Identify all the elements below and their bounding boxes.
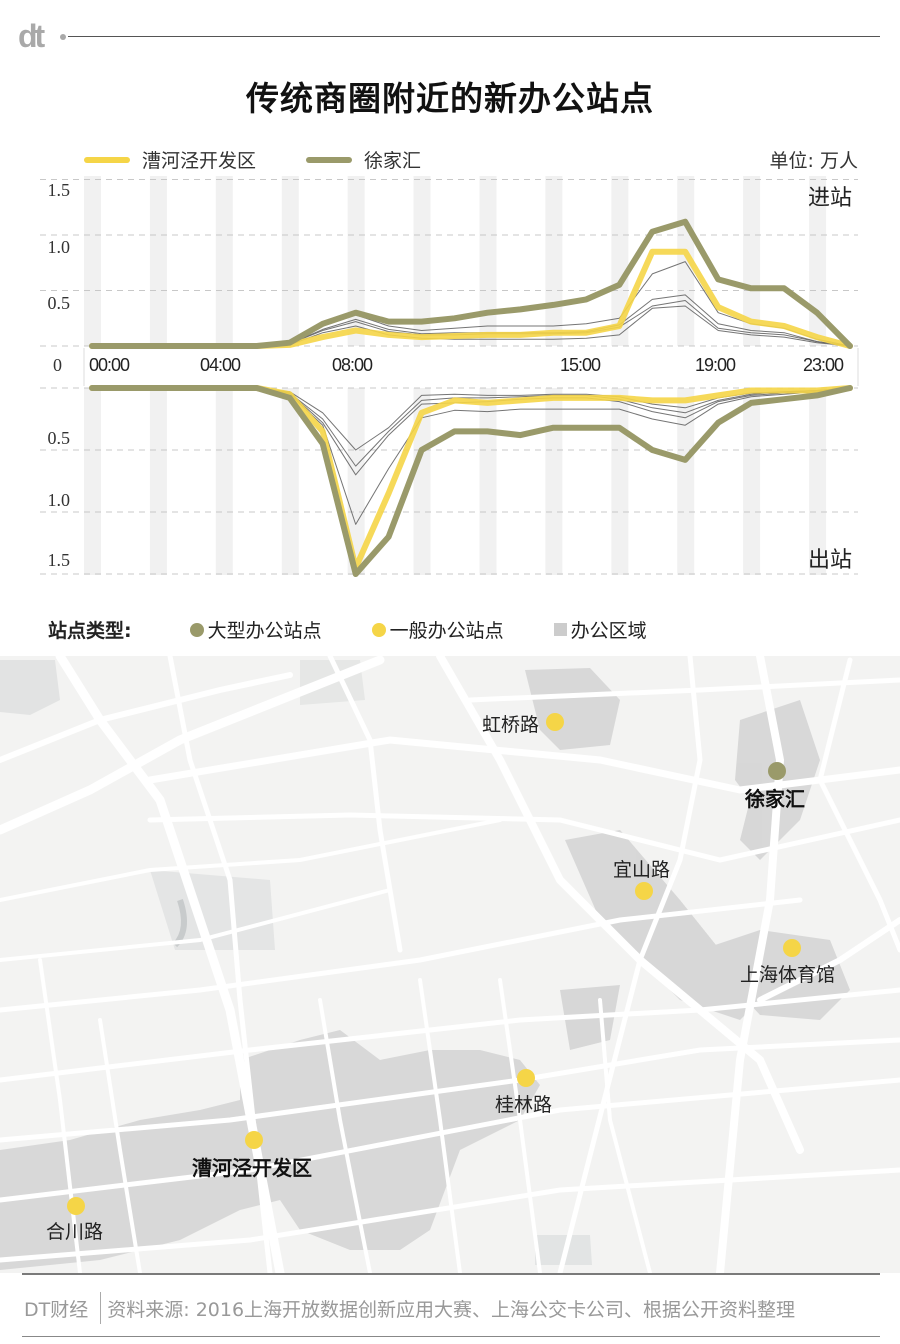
office-area-square-icon <box>553 623 567 636</box>
chart-title: 传统商圈附近的新办公站点 <box>246 79 654 118</box>
footer: DT财经 资料来源: 2016上海开放数据创新应用大赛、上海公交卡公司、根据公开… <box>24 1292 795 1324</box>
legend-label: 漕河泾开发区 <box>142 150 257 172</box>
station-label: 合川路 <box>46 1221 104 1243</box>
series-line-漕河泾开发区 <box>89 248 853 349</box>
line-chart <box>40 176 859 577</box>
panel-label-out: 出站 <box>808 548 853 573</box>
header-rule <box>68 36 880 37</box>
legend-item-xujiahui: 徐家汇 <box>306 146 421 173</box>
map-legend-label: 办公区域 <box>570 620 647 642</box>
station-marker-icon[interactable] <box>67 1197 85 1215</box>
station-label: 上海体育馆 <box>740 964 836 986</box>
series-line-徐家汇 <box>89 385 853 577</box>
map-legend-item-general: 一般办公站点 <box>371 616 504 643</box>
map-legend-label: 一般办公站点 <box>389 620 504 642</box>
x-tick-1500: 15:00 <box>560 355 601 375</box>
x-tick-1900: 19:00 <box>695 355 736 375</box>
map-legend-item-area: 办公区域 <box>553 616 647 643</box>
map-legend-title: 站点类型: <box>48 620 132 642</box>
y-tick-in-1.5: 1.5 <box>47 180 71 200</box>
station-marker-icon[interactable] <box>635 882 653 900</box>
stations-layer: 虹桥路徐家汇宜山路上海体育馆桂林路漕河泾开发区合川路 <box>0 656 900 1273</box>
footer-separator <box>100 1292 102 1324</box>
legend-swatch-yellow-icon <box>84 156 130 163</box>
chart-legend: 漕河泾开发区 徐家汇 单位: 万人 <box>0 140 900 176</box>
legend-swatch-olive-icon <box>306 156 352 163</box>
x-tick-2300: 23:00 <box>803 355 844 375</box>
general-station-dot-icon <box>371 622 386 637</box>
map-legend-label: 大型办公站点 <box>207 620 322 642</box>
station-marker-icon[interactable] <box>245 1131 263 1149</box>
station-label: 虹桥路 <box>482 714 540 736</box>
map-legend: 站点类型: 大型办公站点 一般办公站点 办公区域 <box>48 616 647 643</box>
y-tick-out-0.5: 0.5 <box>47 428 71 448</box>
y-tick-in-0.5: 0.5 <box>47 293 71 313</box>
footer-top-rule <box>22 1273 880 1275</box>
logo-dot-icon <box>60 34 66 40</box>
station-label: 宜山路 <box>613 859 671 881</box>
panel-label-in: 进站 <box>808 186 853 211</box>
unit-label: 单位: 万人 <box>769 150 858 172</box>
station-label: 徐家汇 <box>745 787 805 811</box>
x-tick-0000: 00:00 <box>89 355 130 375</box>
x-tick-0400: 04:00 <box>200 355 241 375</box>
map-legend-item-large: 大型办公站点 <box>189 616 322 643</box>
y-tick-in-1.0: 1.0 <box>47 237 71 257</box>
station-label: 漕河泾开发区 <box>192 1156 312 1180</box>
series-line-徐家汇 <box>89 218 853 349</box>
y-tick-out-1.5: 1.5 <box>47 550 71 570</box>
map-roads <box>0 656 900 1273</box>
legend-item-caohejing: 漕河泾开发区 <box>84 146 256 173</box>
y-tick-zero: 0 <box>53 355 62 375</box>
map[interactable]: 虹桥路徐家汇宜山路上海体育馆桂林路漕河泾开发区合川路 <box>0 656 900 1273</box>
x-tick-0800: 08:00 <box>332 355 373 375</box>
large-station-dot-icon <box>189 622 204 637</box>
footer-source: 资料来源: 2016上海开放数据创新应用大赛、上海公交卡公司、根据公开资料整理 <box>107 1298 796 1321</box>
station-marker-icon[interactable] <box>768 762 786 780</box>
legend-label: 徐家汇 <box>364 150 422 172</box>
station-marker-icon[interactable] <box>546 713 564 731</box>
dt-logo: dt <box>18 18 45 54</box>
footer-brand: DT财经 <box>24 1298 89 1321</box>
station-marker-icon[interactable] <box>517 1069 535 1087</box>
y-tick-out-1.0: 1.0 <box>47 490 71 510</box>
station-marker-icon[interactable] <box>783 939 801 957</box>
footer-bottom-rule <box>22 1336 880 1337</box>
station-label: 桂林路 <box>495 1094 553 1116</box>
